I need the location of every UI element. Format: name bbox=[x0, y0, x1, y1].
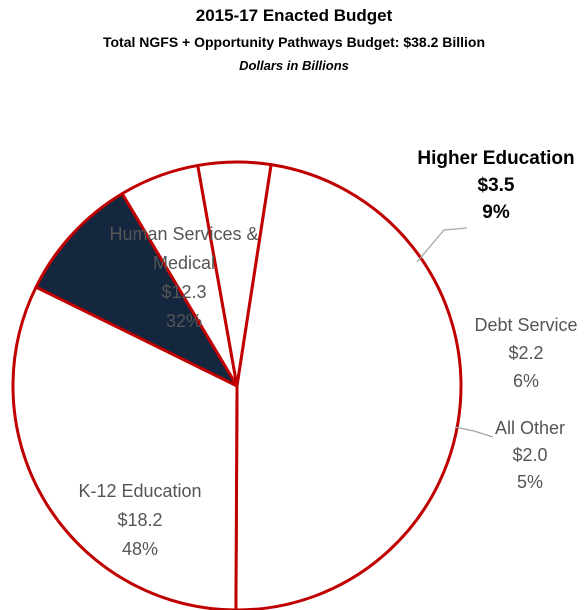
pie-slice-k-12-education bbox=[234, 163, 463, 610]
pie-slice-human-services-medical bbox=[11, 285, 239, 610]
slice-label-k-12-education: K-12 Education $18.2 48% bbox=[78, 481, 201, 559]
slice-label-name-line2: Medical bbox=[153, 253, 215, 273]
slice-label-name: K-12 Education bbox=[78, 481, 201, 501]
pie-slices bbox=[11, 160, 463, 610]
slice-label-all-other: All Other $2.0 5% bbox=[495, 418, 565, 492]
slice-label-human-services-medical: Human Services & Medical $12.3 32% bbox=[109, 224, 258, 331]
leader-line-higher-education bbox=[416, 227, 468, 263]
slice-label-name-line1: Human Services & bbox=[109, 224, 258, 244]
pie-slice-higher-education bbox=[34, 192, 239, 388]
slice-label-debt-service: Debt Service $2.2 6% bbox=[474, 315, 577, 391]
slice-label-value: $12.3 bbox=[161, 282, 206, 302]
chart-title: 2015-17 Enacted Budget bbox=[195, 6, 393, 25]
slice-label-value: $3.5 bbox=[478, 175, 515, 196]
slice-label-percent: 5% bbox=[517, 472, 543, 492]
slice-label-percent: 32% bbox=[166, 311, 202, 331]
slice-label-value: $18.2 bbox=[117, 510, 162, 530]
slice-label-name: Higher Education bbox=[417, 148, 574, 169]
leader-lines bbox=[416, 227, 494, 438]
chart-units-note: Dollars in Billions bbox=[239, 58, 349, 73]
slice-label-percent: 48% bbox=[122, 539, 158, 559]
slice-label-percent: 6% bbox=[513, 371, 539, 391]
slice-label-percent: 9% bbox=[482, 202, 510, 223]
leader-line-all-other bbox=[454, 426, 494, 438]
chart-subtitle: Total NGFS + Opportunity Pathways Budget… bbox=[102, 34, 486, 50]
slice-labels: Higher Education $3.5 9% Debt Service $2.2 6%… bbox=[78, 148, 577, 559]
slice-label-value: $2.0 bbox=[512, 445, 547, 465]
slice-label-value: $2.2 bbox=[508, 343, 543, 363]
slice-label-higher-education: Higher Education $3.5 9% bbox=[417, 148, 574, 223]
slice-label-name: All Other bbox=[495, 418, 565, 438]
slice-label-name: Debt Service bbox=[474, 315, 577, 335]
